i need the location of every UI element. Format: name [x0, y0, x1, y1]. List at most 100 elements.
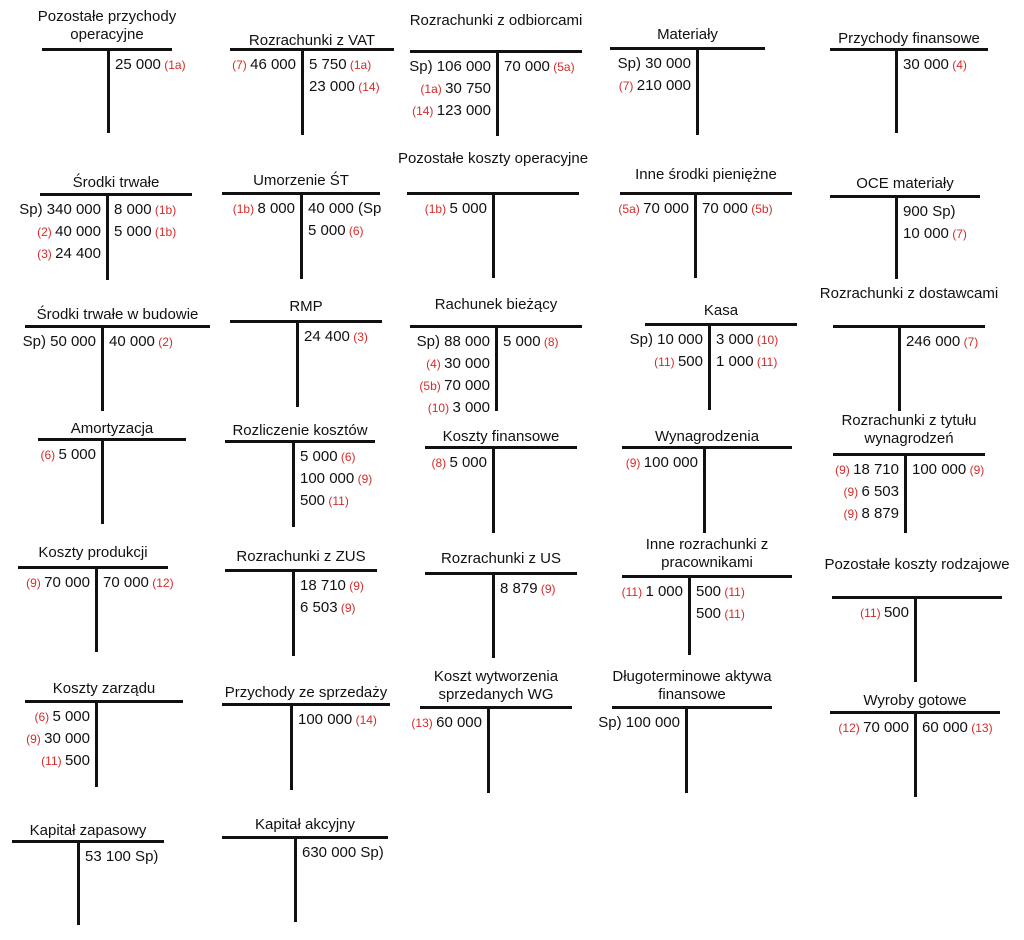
amount: 100 000 [643, 454, 698, 471]
t-account-divider [301, 48, 304, 135]
account-title: Inne środki pieniężne [635, 166, 777, 183]
debit-entry: (3) 24 400 [37, 245, 101, 263]
t-account-inne-rozrachunki-z-pracownikami: Inne rozrachunki z pracownikami (11) 1 00… [622, 0, 792, 940]
credit-entry: 5 000 (1b) [114, 223, 176, 241]
transaction-ref: (6) [34, 710, 53, 724]
amount: 30 000 [645, 55, 691, 72]
t-account-top-line [230, 320, 382, 323]
amount: 46 000 [250, 56, 296, 73]
debit-entry: (1a) 30 750 [420, 80, 491, 98]
amount: 3 000 [452, 399, 490, 416]
account-title: Kapitał zapasowy [29, 822, 147, 839]
debit-entry: Sp) 10 000 [630, 331, 703, 349]
amount: 70 000 [504, 58, 550, 75]
credit-entry: 53 100 Sp) [85, 848, 158, 866]
transaction-ref: (7) [948, 227, 967, 241]
account-title: Koszty zarządu [52, 680, 156, 697]
t-account-rmp: RMP 24 400 (3) [230, 0, 382, 940]
credit-entry: 8 879 (9) [500, 580, 556, 598]
amount: 123 000 [436, 102, 491, 119]
transaction-ref: (4) [948, 58, 967, 72]
t-account-divider [685, 706, 688, 793]
t-account-divider [914, 711, 917, 797]
debit-entry: Sp) 340 000 [19, 201, 101, 219]
transaction-ref: (6) [40, 448, 59, 462]
transaction-ref: (1a) [420, 82, 446, 96]
t-account-divider [492, 572, 495, 658]
t-account-top-line [222, 836, 388, 839]
transaction-ref: (1b) [151, 225, 177, 239]
credit-entry: 70 000 (5b) [702, 200, 773, 218]
amount: 60 000 [922, 719, 968, 736]
transaction-ref: (1a) [160, 58, 186, 72]
credit-entry: 6 503 (9) [300, 599, 356, 617]
t-account-top-line [610, 47, 765, 50]
t-account-divider [77, 840, 80, 925]
amount: 500 [696, 605, 722, 622]
credit-entry: 30 000 (4) [903, 56, 967, 74]
transaction-ref: (14) [412, 104, 437, 118]
account-title: Pozostałe koszty operacyjne [397, 150, 589, 167]
t-account-rozrachunki-z-us: Rozrachunki z US 8 879 (9) [425, 0, 577, 940]
credit-entry: 24 400 (3) [304, 328, 368, 346]
t-account-rozrachunki-z-zus: Rozrachunki z ZUS 18 710 (9) 6 503 (9) [225, 0, 377, 940]
account-title: Wyroby gotowe [863, 692, 967, 709]
transaction-ref: (9) [354, 472, 373, 486]
t-account-divider [694, 192, 697, 278]
opening-balance-marker: Sp) [22, 333, 51, 350]
t-account-top-line [222, 703, 390, 706]
amount: 6 503 [300, 599, 338, 616]
amount: 500 [677, 353, 703, 370]
t-account-top-line [230, 48, 394, 51]
debit-entry: (1b) 5 000 [425, 200, 487, 218]
account-title: Koszty produkcji [38, 544, 148, 561]
t-account-divider [703, 446, 706, 533]
amount: 8 000 [114, 201, 152, 218]
t-account-przychody-finansowe: Przychody finansowe 30 000 (4) [830, 0, 988, 940]
credit-entry: 100 000 (14) [298, 711, 377, 729]
opening-balance-marker: Sp) [19, 201, 47, 218]
debit-entry: (11) 500 [654, 353, 703, 371]
account-title: Rozrachunki z VAT [248, 32, 376, 49]
t-account-divider [914, 596, 917, 682]
account-title: Inne rozrachunki z pracownikami [645, 536, 769, 571]
credit-entry: 8 000 (1b) [114, 201, 176, 219]
credit-entry: 1 000 (11) [716, 353, 777, 371]
t-account-top-line [25, 700, 183, 703]
debit-entry: (9) 70 000 [26, 574, 90, 592]
amount: 70 000 [643, 200, 689, 217]
amount: 5 000 [58, 446, 96, 463]
amount: 30 000 [444, 355, 490, 372]
amount: 630 000 [302, 844, 357, 861]
t-account-dlugoterminowe-aktywa-finansowe: Długoterminowe aktywa finansowe Sp) 100 0… [598, 0, 772, 940]
transaction-ref: (11) [325, 494, 349, 508]
account-title: Pozostałe koszty rodzajowe [824, 556, 1010, 573]
account-title: Rozrachunki z tytułu wynagrodzeń [841, 412, 977, 447]
transaction-ref: (1b) [424, 202, 450, 216]
transaction-ref: (9) [26, 732, 45, 746]
debit-entry: (14) 123 000 [412, 102, 491, 120]
amount: 100 000 [300, 470, 355, 487]
opening-balance-marker: Sp) [356, 844, 384, 861]
account-title: Amortyzacja [70, 420, 154, 437]
account-title: Środki trwałe [72, 174, 160, 191]
transaction-ref: (3) [349, 330, 368, 344]
opening-balance-marker: Sp) [409, 58, 437, 75]
amount: 24 400 [304, 328, 350, 345]
debit-entry: (7) 210 000 [619, 77, 691, 95]
t-account-divider [290, 703, 293, 790]
credit-entry: 500 (11) [696, 605, 745, 623]
amount: 5 000 [503, 333, 541, 350]
opening-balance-marker: Sp) [598, 714, 626, 731]
account-title: Rozrachunki z ZUS [236, 548, 366, 565]
account-title: Koszt wytworzenia sprzedanych WG [433, 668, 559, 703]
account-title: Koszty finansowe [442, 428, 560, 445]
transaction-ref: (6) [337, 450, 356, 464]
t-account-divider [898, 325, 901, 411]
credit-entry: 70 000 (5a) [504, 58, 575, 76]
account-title: Kapitał akcyjny [254, 816, 356, 833]
transaction-ref: (1b) [232, 202, 258, 216]
opening-balance-marker: Sp) [928, 203, 956, 220]
t-account-top-line [425, 446, 577, 449]
debit-entry: (9) 18 710 [835, 461, 899, 479]
